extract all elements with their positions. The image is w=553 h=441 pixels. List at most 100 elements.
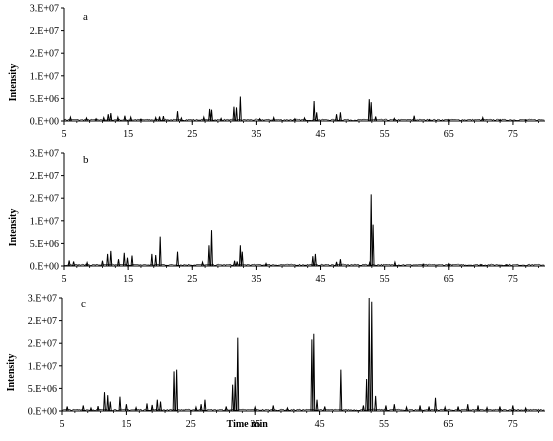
- chromatogram-peak: [158, 116, 161, 121]
- y-axis-title: Intensity: [6, 354, 17, 392]
- x-tick-label: 65: [444, 129, 454, 140]
- chromatogram-peak: [176, 111, 179, 121]
- chromatogram-peak: [370, 301, 374, 411]
- chromatogram-peak: [194, 405, 198, 411]
- chromatogram-peak: [233, 260, 236, 266]
- chromatogram-peak: [418, 405, 422, 411]
- x-tick-label: 15: [121, 419, 131, 430]
- chromatogram-peak: [434, 397, 437, 411]
- chromatogram-peak: [162, 115, 165, 121]
- chromatogram-peak: [323, 406, 327, 411]
- chromatogram-peak: [67, 260, 71, 266]
- x-tick-label: 45: [316, 129, 326, 140]
- chromatogram-peak: [123, 115, 127, 121]
- chromatogram-peak: [202, 115, 206, 121]
- chromatogram-peak: [371, 224, 375, 266]
- y-tick-label: 3.E+07: [30, 149, 59, 160]
- chromatogram-peak: [392, 404, 396, 411]
- panel-b: 0.E+00 5.E+06 1.E+07 2.E+07 2.E+07 3.E+07 5 15 2…: [8, 149, 545, 285]
- x-tick-label: 25: [187, 129, 197, 140]
- chromatogram-peak: [134, 405, 138, 411]
- y-tick-label: 2.E+07: [30, 49, 59, 60]
- chromatogram-peak: [485, 405, 489, 411]
- chromatogram-peak: [339, 259, 342, 266]
- chromatogram-peak: [125, 404, 128, 411]
- chromatogram-peak: [264, 262, 268, 266]
- chromatogram-peak: [109, 113, 113, 121]
- chromatogram-peak: [116, 115, 120, 121]
- chromatogram-peak: [286, 406, 289, 411]
- chromatogram-peak: [232, 106, 236, 121]
- y-tick-label: 2.E+07: [30, 171, 59, 182]
- chromatogram-peak: [428, 118, 431, 121]
- chromatogram-peak: [384, 405, 388, 411]
- chromatogram-peak: [103, 392, 106, 411]
- chromatogram-peak: [339, 112, 342, 121]
- chromatogram-peak: [150, 404, 154, 411]
- chromatogram-peak: [199, 404, 203, 411]
- chromatogram-peak: [498, 406, 502, 411]
- chromatogram-peak: [447, 118, 451, 121]
- chromatogram-peak: [179, 116, 183, 121]
- chromatogram-peak: [175, 369, 179, 411]
- y-tick-label: 0.E+00: [30, 262, 59, 273]
- x-tick-label: 25: [187, 274, 197, 285]
- chromatogram-peak: [361, 405, 365, 411]
- chromatogram-peak: [421, 263, 425, 266]
- x-tick-label: 75: [508, 274, 518, 285]
- chromatogram-peak: [367, 99, 371, 121]
- y-tick-label: 5.E+06: [28, 384, 57, 395]
- chromatogram-peak: [315, 112, 319, 121]
- y-tick-label: 0.E+00: [30, 117, 59, 128]
- chromatogram-peak: [130, 255, 134, 266]
- chromatogram-peak: [208, 108, 211, 121]
- chromatogram-peak: [374, 395, 378, 411]
- chromatogram-peak: [405, 405, 408, 411]
- x-tick-label: 35: [251, 129, 261, 140]
- chromatogram-peak: [253, 405, 257, 411]
- chromatogram-peak: [210, 230, 213, 266]
- y-tick-label: 1.E+07: [30, 71, 59, 82]
- chromatogram-peak: [427, 406, 431, 411]
- chromatogram-peak: [150, 253, 154, 266]
- chromatogram-peak: [109, 250, 113, 266]
- chromatogram-peak: [154, 255, 158, 266]
- chromatogram-peak: [219, 117, 223, 121]
- x-tick-label: 15: [123, 129, 133, 140]
- y-tick-label: 0.E+00: [28, 407, 57, 418]
- chromatogram-peak: [139, 118, 143, 121]
- x-axis-title: Time min: [227, 419, 269, 430]
- chromatogram-peak: [117, 259, 120, 266]
- chromatogram-peak: [210, 109, 213, 121]
- panel-letter: a: [83, 11, 88, 23]
- chromatogram-peak: [154, 115, 158, 121]
- chromatogram-peak: [122, 252, 126, 266]
- chromatogram-peak: [498, 118, 502, 121]
- chromatogram-peak: [524, 406, 528, 411]
- x-tick-label: 35: [250, 419, 260, 430]
- chromatogram-peak: [374, 116, 378, 121]
- chromatogram-peak: [235, 107, 238, 121]
- chromatogram-peak: [101, 260, 104, 266]
- y-tick-label: 5.E+06: [30, 94, 59, 105]
- y-tick-label: 1.E+07: [30, 216, 59, 227]
- chromatogram-peak: [524, 119, 527, 121]
- y-tick-label: 2.E+07: [28, 339, 57, 350]
- panel-a: 0.E+00 5.E+06 1.E+07 2.E+07 2.E+07 3.E+07 5 15 2…: [8, 4, 545, 140]
- x-tick-label: 15: [123, 274, 133, 285]
- chromatogram-peak: [365, 378, 369, 411]
- y-tick-label: 3.E+07: [28, 294, 57, 305]
- chromatogram-peak: [466, 404, 470, 411]
- chromatogram-peak: [201, 260, 204, 266]
- chromatogram-peak: [69, 115, 72, 121]
- chromatogram-peak: [96, 405, 100, 411]
- chromatogram-peak: [238, 96, 242, 121]
- chromatogram-peak: [310, 339, 314, 411]
- x-tick-label: 5: [62, 129, 67, 140]
- x-tick-label: 65: [443, 419, 453, 430]
- x-tick-label: 75: [508, 129, 518, 140]
- chromatogram-peak: [106, 114, 110, 121]
- chromatogram-peak: [158, 236, 162, 266]
